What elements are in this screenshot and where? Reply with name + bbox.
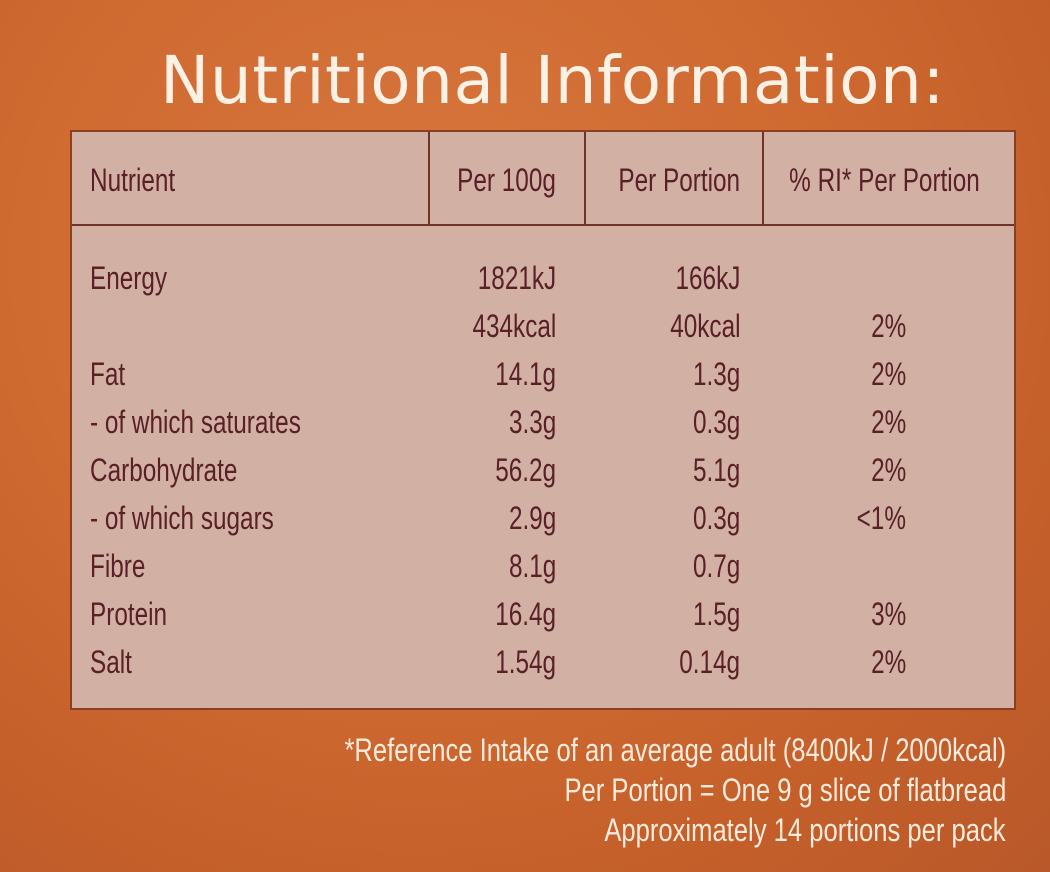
value-per-portion: 5.1g [692, 452, 740, 488]
nutrient-name: - of which saturates [90, 404, 301, 440]
header-nutrient: Nutrient [90, 162, 176, 198]
column-divider [584, 132, 586, 224]
value-ri: <1% [856, 500, 906, 536]
value-per-portion: 0.3g [692, 404, 740, 440]
value-per-100g: 1.54g [495, 644, 556, 680]
value-per-portion: 0.7g [692, 548, 740, 584]
nutrient-name: Carbohydrate [90, 452, 238, 488]
value-per-portion: 1.3g [692, 356, 740, 392]
column-divider [428, 132, 430, 224]
value-ri: 2% [870, 404, 906, 440]
footnote-reference-intake: *Reference Intake of an average adult (8… [344, 732, 1006, 768]
header-per-100g: Per 100g [457, 162, 556, 198]
value-per-100g: 8.1g [508, 548, 556, 584]
nutrition-table: Nutrient Per 100g Per Portion % RI* Per … [70, 130, 1016, 710]
value-ri: 2% [870, 452, 906, 488]
value-per-100g: 56.2g [495, 452, 556, 488]
value-per-100g: 434kcal [472, 308, 556, 344]
header-ri: % RI* Per Portion [789, 162, 980, 198]
page-title: Nutritional Information: [160, 42, 946, 119]
value-per-portion: 1.5g [692, 596, 740, 632]
value-per-portion: 0.14g [679, 644, 740, 680]
nutrient-name: Energy [90, 260, 168, 296]
footnote-portions-per-pack: Approximately 14 portions per pack [604, 812, 1006, 848]
nutrient-name: - of which sugars [90, 500, 274, 536]
nutrient-name: Fibre [90, 548, 146, 584]
value-per-portion: 40kcal [669, 308, 740, 344]
nutrient-name: Salt [90, 644, 132, 680]
value-per-100g: 1821kJ [477, 260, 556, 296]
nutrient-name: Protein [90, 596, 168, 632]
value-ri: 2% [870, 644, 906, 680]
value-per-portion: 0.3g [692, 500, 740, 536]
value-ri: 2% [870, 356, 906, 392]
value-ri: 3% [870, 596, 906, 632]
value-per-portion: 166kJ [675, 260, 740, 296]
value-per-100g: 2.9g [508, 500, 556, 536]
column-divider [762, 132, 764, 224]
header-per-portion: Per Portion [618, 162, 740, 198]
nutrient-name: Fat [90, 356, 126, 392]
header-divider [72, 224, 1014, 226]
value-per-100g: 3.3g [508, 404, 556, 440]
value-per-100g: 16.4g [495, 596, 556, 632]
value-ri: 2% [870, 308, 906, 344]
footnote-portion-definition: Per Portion = One 9 g slice of flatbread [564, 772, 1006, 808]
value-per-100g: 14.1g [495, 356, 556, 392]
